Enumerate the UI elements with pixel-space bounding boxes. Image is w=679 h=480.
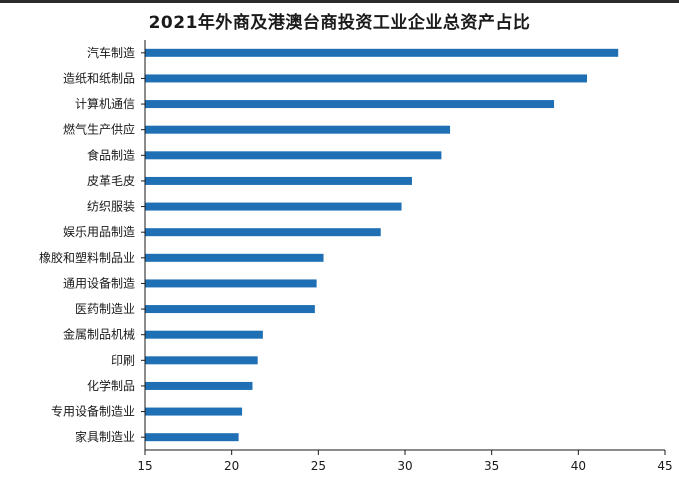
category-label-16: 家具制造业 [75,429,135,444]
category-label-7: 纺织服装 [87,200,135,214]
category-label-2: 造纸和纸制品 [63,71,135,85]
bar-7 [145,202,402,211]
x-tick-label-4: 30 [397,459,412,473]
category-label-11: 医药制造业 [75,302,135,316]
x-tick-label-6: 40 [571,459,586,473]
bar-3 [145,100,555,109]
top-rule [0,0,679,3]
bar-6 [145,176,412,185]
x-tick-label-2: 20 [224,459,239,473]
bar-5 [145,151,442,160]
category-label-1: 汽车制造 [87,45,135,60]
bar-13 [145,356,258,365]
x-tick-label-7: 45 [657,459,672,473]
bar-15 [145,407,243,416]
x-tick-label-5: 35 [484,459,499,473]
bars-layer [145,48,619,442]
bar-12 [145,330,263,339]
bar-9 [145,253,324,262]
x-tick-label-3: 25 [311,459,326,473]
category-label-5: 食品制造 [87,147,135,162]
category-label-12: 金属制品机械 [63,327,135,342]
bar-8 [145,228,381,237]
axis-layer: 汽车制造造纸和纸制品计算机通信燃气生产供应食品制造皮革毛皮纺织服装娱乐用品制造橡… [39,40,673,473]
category-label-8: 娱乐用品制造 [63,225,135,239]
bar-1 [145,48,619,57]
x-tick-label-1: 15 [137,459,152,473]
chart-title: 2021年外商及港澳台商投资工业企业总资产占比 [148,13,531,33]
category-label-15: 专用设备制造业 [51,404,135,419]
bar-16 [145,433,239,442]
category-label-14: 化学制品 [87,378,135,393]
bar-14 [145,381,253,390]
bar-4 [145,125,451,134]
category-label-10: 通用设备制造 [63,276,135,290]
category-label-13: 印刷 [111,353,135,367]
category-label-4: 燃气生产供应 [63,122,135,137]
category-label-6: 皮革毛皮 [87,174,135,188]
category-label-3: 计算机通信 [75,96,135,111]
bar-2 [145,74,587,83]
category-label-9: 橡胶和塑料制品业 [39,250,135,265]
bar-10 [145,279,317,288]
bar-11 [145,305,315,314]
